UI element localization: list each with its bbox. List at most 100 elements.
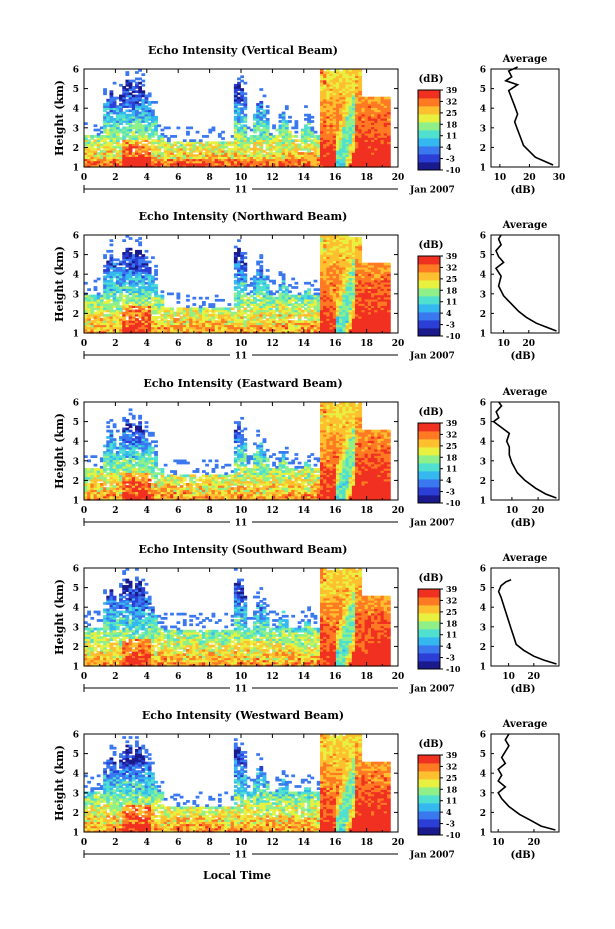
heatmap-cell [243,326,248,330]
heatmap-cell [135,143,139,147]
heatmap-cell [96,156,101,160]
heatmap-cell [323,100,327,104]
heatmap-cell [342,328,347,332]
heatmap-cell [115,105,120,108]
heatmap-cell [348,307,353,311]
heatmap-cell [106,115,111,119]
heatmap-cell [230,318,235,321]
heatmap-cell [348,284,353,287]
heatmap-cell [339,320,343,323]
heatmap-cell [326,296,331,300]
heatmap-cell [214,320,219,323]
heatmap-cell [131,107,136,111]
heatmap-cell [195,307,200,311]
heatmap-cell [272,160,276,164]
heatmap-cell [297,313,302,317]
heatmap-cell [224,318,229,321]
heatmap-cell [249,294,254,298]
heatmap-cell [93,124,98,128]
heatmap-cell [208,162,213,166]
heatmap-cell [233,254,238,257]
heatmap-cell [332,105,337,108]
heatmap-cell [288,330,292,334]
heatmap-cell [310,115,315,119]
heatmap-cell [138,309,142,313]
heatmap-cell [202,313,206,317]
heatmap-cell [351,307,356,311]
heatmap-cell [377,281,382,285]
heatmap-cell [135,109,139,113]
heatmap-cell [291,277,296,281]
heatmap-cell [115,281,120,285]
heatmap-cell [351,262,356,266]
heatmap-cell [109,286,114,289]
heatmap-cell [240,313,245,317]
heatmap-cell [288,158,292,162]
heatmap-cell [109,96,114,100]
heatmap-cell [281,111,286,115]
heatmap-cell [221,311,225,315]
heatmap-cell [323,103,327,106]
heatmap-cell [319,320,324,323]
heatmap-cell [115,309,120,313]
heatmap-cell [96,307,101,311]
heatmap-cell [313,311,318,315]
heatmap-cell [358,109,363,113]
heatmap-cell [122,137,127,140]
heatmap-cell [323,330,327,334]
heatmap-cell [345,124,350,128]
heatmap-cell [249,139,254,143]
panel-title: Echo Intensity (Vertical Beam) [148,44,338,57]
heatmap-cell [135,152,139,155]
heatmap-cell [355,139,359,143]
heatmap-cell [319,260,324,264]
heatmap-cell [157,309,162,313]
heatmap-cell [278,164,283,168]
heatmap-cell [329,311,334,315]
heatmap-cell [291,143,296,147]
heatmap-cell [154,307,158,311]
heatmap-cell [291,141,296,145]
heatmap-cell [323,94,327,98]
heatmap-cell [335,266,340,270]
heatmap-cell [163,149,168,153]
heatmap-cell [288,132,292,136]
x-tick-label: 20 [392,173,405,183]
heatmap-cell [256,124,260,128]
heatmap-cell [348,135,353,138]
heatmap-cell [329,86,334,89]
heatmap-cell [275,149,280,153]
heatmap-cell [345,301,350,304]
heatmap-cell [284,135,289,138]
heatmap-cell [144,124,149,128]
heatmap-cell [154,122,158,125]
heatmap-cell [380,100,385,104]
heatmap-cell [128,324,133,328]
heatmap-cell [348,86,353,89]
heatmap-cell [189,139,194,143]
heatmap-cell [358,279,363,283]
heatmap-cell [367,284,372,287]
heatmap-cell [371,279,375,283]
heatmap-cell [323,86,327,89]
heatmap-cell [300,130,305,134]
heatmap-cell [380,309,385,313]
heatmap-cell [192,160,197,164]
heatmap-cell [319,83,324,87]
heatmap-cell [84,147,88,151]
heatmap-cell [119,296,123,300]
heatmap-cell [319,254,324,257]
heatmap-cell [335,243,340,247]
heatmap-cell [358,269,363,272]
heatmap-cell [176,147,181,151]
heatmap-cell [230,141,235,145]
heatmap-cell [135,141,139,145]
heatmap-cell [217,152,222,155]
heatmap-cell [377,160,382,164]
profile-y-tick-label: 6 [480,66,486,76]
heatmap-cell [141,100,146,104]
heatmap-cell [135,279,139,283]
heatmap-cell [119,324,123,328]
heatmap-cell [147,281,152,285]
heatmap-cell [109,328,114,332]
